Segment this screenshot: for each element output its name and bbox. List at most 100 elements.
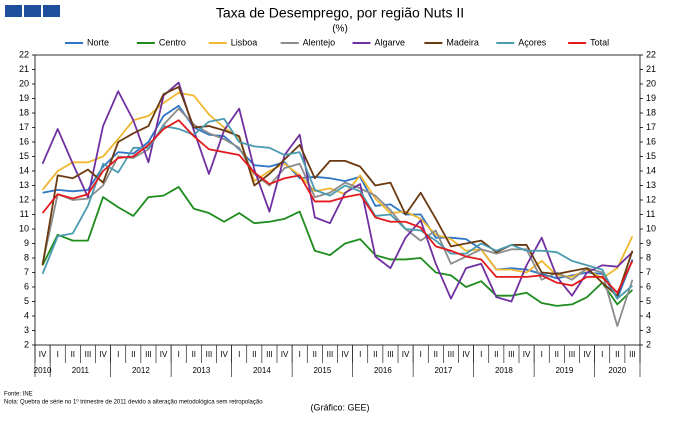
legend-label: Madeira	[446, 37, 479, 47]
year-label: 2019	[555, 366, 573, 375]
y2-tick-label: 17	[646, 122, 656, 132]
year-label: 2020	[608, 366, 626, 375]
legend-label: Total	[590, 37, 609, 47]
y2-tick-label: 5	[646, 296, 651, 306]
legend-label: Lisboa	[231, 37, 258, 47]
x-tick-label: II	[434, 350, 438, 359]
y-tick-label: 9	[24, 238, 29, 248]
y-tick-label: 21	[19, 64, 29, 74]
legend-label: Algarve	[375, 37, 406, 47]
x-tick-label: IV	[341, 350, 349, 359]
x-tick-label: IV	[39, 350, 47, 359]
y2-tick-label: 11	[646, 209, 655, 219]
legend-label: Centro	[159, 37, 186, 47]
series-line	[41, 186, 634, 307]
legend-label: Açores	[518, 37, 547, 47]
x-tick-label: I	[359, 350, 361, 359]
year-label: 2012	[132, 366, 150, 375]
x-tick-label: III	[569, 350, 576, 359]
y-tick-label: 11	[20, 209, 29, 219]
y2-tick-label: 15	[646, 151, 656, 161]
x-tick-label: III	[387, 350, 394, 359]
x-tick-label: II	[555, 350, 559, 359]
x-tick-label: II	[615, 350, 619, 359]
x-tick-label: IV	[402, 350, 410, 359]
x-tick-label: II	[313, 350, 317, 359]
x-tick-label: I	[57, 350, 59, 359]
x-tick-label: I	[178, 350, 180, 359]
y2-tick-label: 14	[646, 165, 656, 175]
y2-tick-label: 18	[646, 107, 656, 117]
source: Fonte: INE	[4, 392, 33, 398]
x-tick-label: III	[206, 350, 213, 359]
x-tick-label: III	[448, 350, 455, 359]
x-tick-label: II	[131, 350, 135, 359]
y-tick-label: 14	[19, 165, 29, 175]
y2-tick-label: 4	[646, 310, 651, 320]
x-tick-label: II	[373, 350, 377, 359]
x-tick-label: III	[85, 350, 92, 359]
x-tick-label: II	[252, 350, 256, 359]
year-label: 2018	[495, 366, 513, 375]
y-tick-label: 3	[24, 325, 29, 335]
x-tick-label: I	[420, 350, 422, 359]
legend-label: Norte	[87, 37, 109, 47]
y-tick-label: 20	[19, 78, 29, 88]
x-tick-label: I	[238, 350, 240, 359]
x-tick-label: III	[629, 350, 636, 359]
x-tick-label: III	[327, 350, 334, 359]
year-label: 2010	[34, 366, 52, 375]
y2-tick-label: 8	[646, 252, 651, 262]
y-tick-label: 12	[19, 194, 29, 204]
y2-tick-label: 7	[646, 267, 651, 277]
x-tick-label: II	[192, 350, 196, 359]
y-tick-label: 16	[19, 136, 29, 146]
x-tick-label: I	[480, 350, 482, 359]
x-tick-label: III	[266, 350, 273, 359]
credit: (Gráfico: GEE)	[310, 402, 369, 412]
x-tick-label: IV	[583, 350, 591, 359]
y-tick-label: 6	[24, 281, 29, 291]
logo-block	[5, 5, 22, 17]
y-tick-label: 13	[19, 180, 29, 190]
y2-tick-label: 19	[646, 93, 656, 103]
y-tick-label: 5	[24, 296, 29, 306]
y2-tick-label: 20	[646, 78, 656, 88]
y2-tick-label: 10	[646, 223, 656, 233]
y-tick-label: 18	[19, 107, 29, 117]
y2-tick-label: 21	[646, 64, 656, 74]
y-tick-label: 2	[24, 339, 29, 349]
x-tick-label: II	[71, 350, 75, 359]
year-label: 2017	[434, 366, 452, 375]
y-tick-label: 19	[19, 93, 29, 103]
y2-tick-label: 16	[646, 136, 656, 146]
y2-tick-label: 2	[646, 339, 651, 349]
y-tick-label: 22	[19, 49, 29, 59]
y-tick-label: 7	[24, 267, 29, 277]
y-tick-label: 10	[19, 223, 29, 233]
year-label: 2014	[253, 366, 271, 375]
x-tick-label: IV	[462, 350, 470, 359]
x-tick-label: III	[508, 350, 515, 359]
series-line	[41, 107, 634, 328]
chart-title: Taxa de Desemprego, por região Nuts II	[216, 5, 464, 21]
note: Nota: Quebra de série no 1º trimestre de…	[4, 399, 263, 406]
y2-tick-label: 13	[646, 180, 656, 190]
x-tick-label: IV	[220, 350, 228, 359]
x-tick-label: IV	[281, 350, 289, 359]
year-label: 2016	[374, 366, 392, 375]
x-tick-label: I	[299, 350, 301, 359]
x-tick-label: I	[117, 350, 119, 359]
y2-tick-label: 9	[646, 238, 651, 248]
y2-tick-label: 6	[646, 281, 651, 291]
x-tick-label: IV	[523, 350, 531, 359]
x-tick-label: I	[541, 350, 543, 359]
y-tick-label: 15	[19, 151, 29, 161]
series-line	[41, 86, 634, 297]
legend-label: Alentejo	[303, 37, 336, 47]
logo-block	[24, 5, 41, 17]
x-tick-label: II	[494, 350, 498, 359]
series-line	[41, 119, 634, 294]
x-tick-label: IV	[160, 350, 168, 359]
